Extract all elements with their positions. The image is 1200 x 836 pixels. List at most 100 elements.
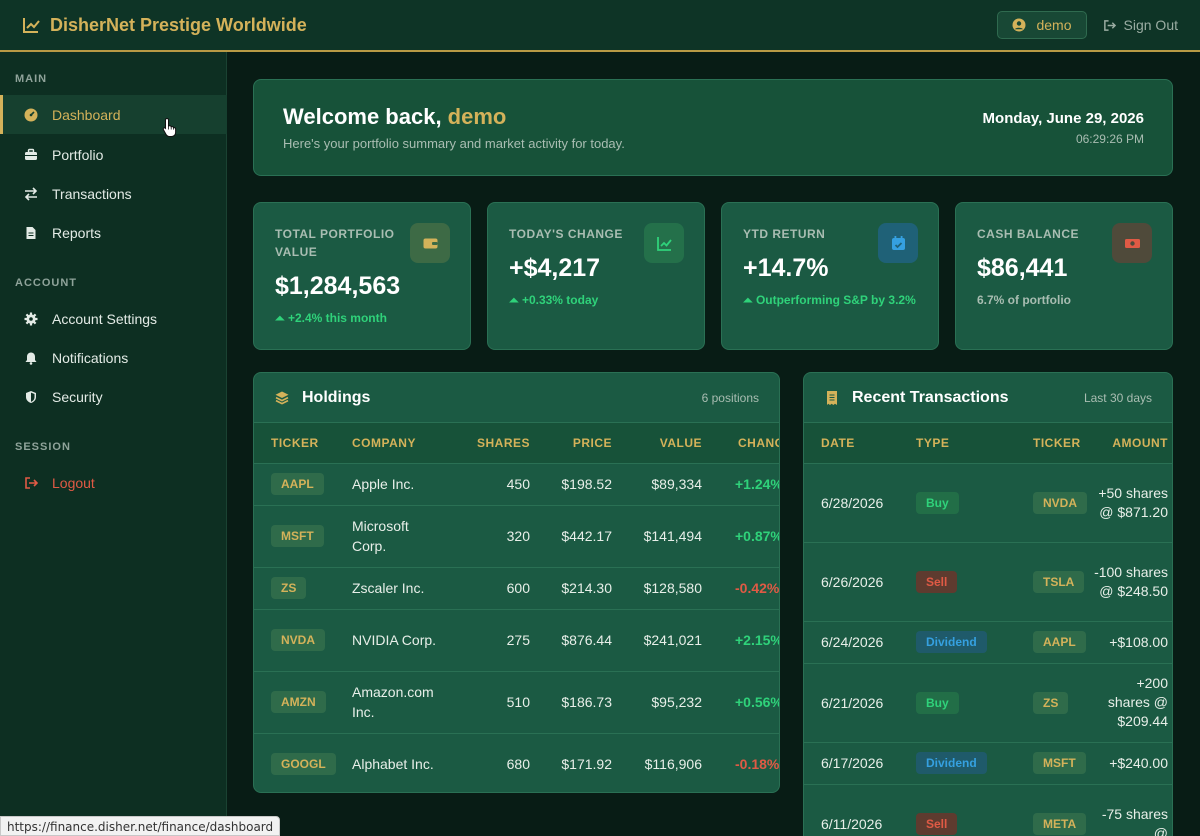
value-cell: $89,334 xyxy=(612,463,702,506)
sidebar-item-logout[interactable]: Logout xyxy=(0,463,227,502)
stat-note: ⏶ +0.33% today xyxy=(509,293,599,307)
sidebar-item-label: Security xyxy=(52,388,103,405)
price-cell: $214.30 xyxy=(530,567,612,610)
table-row[interactable]: NVDA NVIDIA Corp. 275 $876.44 $241,021 +2.15% xyxy=(254,609,779,672)
sidebar-item-label: Notifications xyxy=(52,349,129,366)
date-cell: 6/21/2026 xyxy=(804,663,899,743)
type-cell: Dividend xyxy=(899,621,1006,664)
table-row[interactable]: 6/17/2026 Dividend MSFT +$240.00 xyxy=(804,742,1172,785)
chart-line-icon xyxy=(23,18,40,33)
amount-cell: -75 shares @ xyxy=(1094,784,1172,836)
type-badge: Buy xyxy=(916,691,959,714)
sidebar-item-label: Dashboard xyxy=(52,106,121,123)
sidebar-section-title: MAIN xyxy=(15,73,48,85)
column-header[interactable]: VALUE xyxy=(612,423,702,464)
sidebar-item-label: Reports xyxy=(52,224,102,241)
ticker-cell: NVDA xyxy=(1006,463,1094,543)
sidebar-item-dashboard[interactable]: Dashboard xyxy=(0,95,227,134)
ticker-cell: ZS xyxy=(1006,663,1094,743)
user-circle-icon xyxy=(1012,18,1026,32)
holdings-header-row: TICKER COMPANY SHARES PRICE VALUE CHANG xyxy=(254,423,779,464)
transactions-title: Recent Transactions xyxy=(852,388,1009,406)
money-icon xyxy=(1124,238,1140,248)
column-header[interactable]: CHANG xyxy=(702,423,779,464)
ticker-cell: MSFT xyxy=(254,505,352,568)
column-header[interactable]: DATE xyxy=(804,423,899,464)
amount-cell: +$108.00 xyxy=(1094,621,1172,664)
sidebar-item-portfolio[interactable]: Portfolio xyxy=(0,135,227,174)
ticker-badge[interactable]: AMZN xyxy=(271,691,326,713)
table-row[interactable]: AAPL Apple Inc. 450 $198.52 $89,334 +1.24% xyxy=(254,463,779,506)
welcome-card: Welcome back, demo Here's your portfolio… xyxy=(253,79,1173,176)
column-header[interactable]: TICKER xyxy=(254,423,352,464)
table-row[interactable]: 6/24/2026 Dividend AAPL +$108.00 xyxy=(804,621,1172,664)
ticker-badge[interactable]: MSFT xyxy=(1033,752,1086,774)
sidebar-item-reports[interactable]: Reports xyxy=(0,213,227,252)
column-header[interactable]: PRICE xyxy=(530,423,612,464)
stat-value: $1,284,563 xyxy=(275,272,401,300)
company-cell: Alphabet Inc. xyxy=(352,733,452,792)
transactions-panel: Recent Transactions Last 30 days DATE TY… xyxy=(803,372,1173,836)
stat-badge xyxy=(644,223,684,263)
table-row[interactable]: 6/11/2026 Sell META -75 shares @ xyxy=(804,784,1172,836)
type-cell: Sell xyxy=(899,784,1006,836)
value-cell: $128,580 xyxy=(612,567,702,610)
sidebar-item-transactions[interactable]: Transactions xyxy=(0,174,227,213)
layers-icon xyxy=(275,391,289,404)
column-header[interactable]: TICKER xyxy=(1006,423,1094,464)
ticker-badge[interactable]: MSFT xyxy=(271,525,324,547)
company-cell: Apple Inc. xyxy=(352,463,452,506)
welcome-subtitle: Here's your portfolio summary and market… xyxy=(283,136,625,151)
column-header[interactable]: AMOUNT xyxy=(1094,423,1172,464)
transactions-range: Last 30 days xyxy=(1083,390,1152,405)
amount-cell: +200 shares @ $209.44 xyxy=(1094,663,1172,743)
table-row[interactable]: 6/21/2026 Buy ZS +200 shares @ $209.44 xyxy=(804,663,1172,743)
user-menu-button[interactable]: demo xyxy=(997,11,1087,39)
ticker-badge[interactable]: META xyxy=(1033,812,1087,835)
column-header[interactable]: TYPE xyxy=(899,423,1006,464)
table-row[interactable]: 6/26/2026 Sell TSLA -100 shares @ $248.50 xyxy=(804,542,1172,622)
sidebar-item-account-settings[interactable]: Account Settings xyxy=(0,299,227,338)
stat-label: TOTAL PORTFOLIO VALUE xyxy=(275,227,395,259)
sidebar-item-security[interactable]: Security xyxy=(0,377,227,416)
ticker-badge[interactable]: AAPL xyxy=(1033,631,1086,653)
brand[interactable]: DisherNet Prestige Worldwide xyxy=(22,15,307,36)
table-row[interactable]: ZS Zscaler Inc. 600 $214.30 $128,580 -0.42% xyxy=(254,567,779,610)
ticker-cell: MSFT xyxy=(1006,742,1094,785)
table-row[interactable]: AMZN Amazon.com Inc. 510 $186.73 $95,232 +0.5… xyxy=(254,671,779,734)
hand-pointer-icon xyxy=(162,117,177,137)
value-cell: $116,906 xyxy=(612,733,702,792)
browser-status-url: https://finance.disher.net/finance/dashb… xyxy=(0,816,281,836)
column-header[interactable]: COMPANY xyxy=(352,423,452,464)
stat-label: YTD RETURN xyxy=(743,227,826,241)
gauge-icon xyxy=(24,108,38,121)
holdings-count: 6 positions xyxy=(701,390,759,405)
sign-out-button[interactable]: Sign Out xyxy=(1103,17,1178,33)
ticker-cell: GOOGL xyxy=(254,733,352,792)
price-cell: $876.44 xyxy=(530,609,612,672)
ticker-badge[interactable]: ZS xyxy=(271,577,307,599)
stat-label: CASH BALANCE xyxy=(977,227,1079,241)
sidebar-item-label: Logout xyxy=(52,474,95,491)
table-row[interactable]: 6/28/2026 Buy NVDA +50 shares @ $871.20 xyxy=(804,463,1172,543)
shares-cell: 600 xyxy=(452,567,530,610)
ticker-badge[interactable]: NVDA xyxy=(1033,491,1088,514)
table-row[interactable]: GOOGL Alphabet Inc. 680 $171.92 $116,906 -0.1… xyxy=(254,733,779,792)
holdings-title: Holdings xyxy=(302,388,371,406)
stat-card-ytd-return: YTD RETURN +14.7% ⏶ Outperforming S&P by… xyxy=(721,202,939,350)
type-badge: Dividend xyxy=(916,752,987,774)
company-cell: NVIDIA Corp. xyxy=(352,609,452,672)
brand-title: DisherNet Prestige Worldwide xyxy=(50,14,307,35)
table-row[interactable]: MSFT Microsoft Corp. 320 $442.17 $141,494 +0.… xyxy=(254,505,779,568)
ticker-badge[interactable]: TSLA xyxy=(1033,570,1085,593)
ticker-badge[interactable]: NVDA xyxy=(271,629,326,651)
ticker-badge[interactable]: GOOGL xyxy=(271,753,336,775)
ticker-cell: NVDA xyxy=(254,609,352,672)
ticker-badge[interactable]: AAPL xyxy=(271,473,324,495)
company-cell: Zscaler Inc. xyxy=(352,567,452,610)
stat-note: 6.7% of portfolio xyxy=(977,293,1071,307)
column-header[interactable]: SHARES xyxy=(452,423,530,464)
sidebar-item-notifications[interactable]: Notifications xyxy=(0,338,227,377)
ticker-badge[interactable]: ZS xyxy=(1033,691,1069,714)
stat-card-todays-change: TODAY'S CHANGE +$4,217 ⏶ +0.33% today xyxy=(487,202,705,350)
